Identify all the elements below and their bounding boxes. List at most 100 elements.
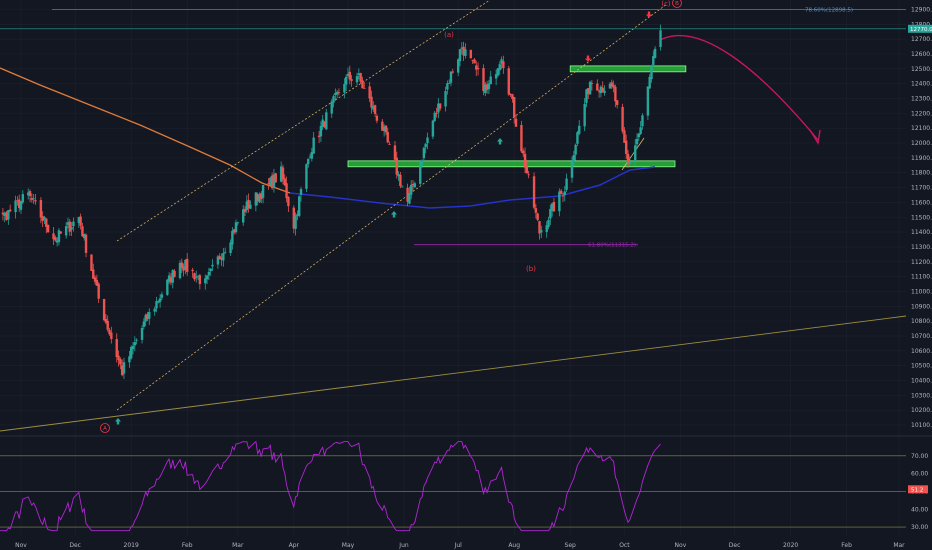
candle-body: [269, 177, 272, 186]
price-tick-label: 11300.0: [911, 244, 932, 251]
candle-body: [386, 131, 389, 143]
candle-body: [57, 230, 61, 243]
candle-body: [14, 200, 17, 213]
candle-body: [279, 166, 283, 182]
candle-body: [32, 198, 35, 200]
last-price-tag-label: 12770.0: [910, 27, 932, 33]
candle-body: [397, 173, 400, 177]
candle-body: [296, 214, 299, 216]
candle-body: [307, 158, 310, 165]
candle-body: [507, 68, 510, 95]
candle-body: [54, 237, 57, 241]
candle-body: [45, 218, 48, 227]
buy-signal-arrow-icon: [115, 418, 121, 425]
candle-body: [550, 203, 554, 211]
grid: [0, 0, 906, 536]
candle-body: [270, 175, 274, 189]
sell-signal-arrow-icon: [585, 55, 591, 62]
candle-body: [77, 217, 81, 224]
fib-upper-label: 78.60%(12898.5): [805, 8, 853, 14]
candle-body: [641, 115, 644, 127]
candle-body: [357, 73, 361, 75]
price-tick-label: 10800.0: [911, 318, 932, 325]
price-tick-label: 10100.0: [911, 422, 932, 429]
candle-body: [536, 213, 539, 220]
candle-body: [92, 269, 95, 279]
candle-body: [625, 140, 628, 154]
candle-body: [95, 280, 99, 286]
candle-body: [476, 67, 480, 70]
time-axis[interactable]: Nov Dec 2019 Feb Mar Apr May Jun Jul Aug Sep Oct Nov…: [15, 542, 905, 549]
candle-body: [267, 183, 270, 184]
time-tick-label: 2020: [783, 542, 798, 549]
candle-body: [648, 76, 651, 89]
price-tick-label: 12700.0: [911, 36, 932, 43]
candle-body: [464, 49, 467, 56]
candle-body: [249, 204, 252, 209]
candle-body: [587, 88, 590, 95]
candle-body: [232, 229, 236, 233]
candle-body: [634, 145, 637, 162]
rsi-line: [0, 440, 661, 532]
candle-body: [34, 200, 37, 202]
time-tick-label: Feb: [841, 542, 852, 549]
candle-body: [115, 339, 118, 358]
candle-body: [191, 269, 194, 272]
candle-body: [8, 209, 12, 212]
candle-body: [456, 59, 460, 73]
candle-body: [272, 174, 276, 188]
candle-body: [196, 276, 200, 278]
candle-body: [245, 201, 249, 211]
price-axis[interactable]: 10100.0 10200.0 10300.0 10400.0 10500.0 10600…: [908, 7, 932, 532]
candle-body: [532, 176, 536, 208]
candle-body: [178, 263, 182, 279]
candle-body: [411, 183, 415, 186]
candle-body: [260, 193, 263, 199]
candle-body: [28, 191, 32, 197]
candle-body: [218, 256, 221, 260]
candle-body: [372, 106, 375, 110]
candle-body: [30, 198, 34, 200]
candle-body: [549, 208, 552, 219]
time-tick-label: Dec: [729, 542, 741, 549]
buy-signal-arrow-icon: [391, 211, 397, 218]
candle-body: [157, 301, 160, 303]
candle-body: [207, 271, 211, 276]
sell-signal-arrow-icon: [646, 11, 652, 18]
candle-body: [373, 105, 377, 114]
candle-body: [55, 240, 59, 243]
price-tick-label: 12100.0: [911, 125, 932, 132]
candle-body: [462, 46, 465, 56]
time-tick-label: Aug: [508, 542, 520, 549]
time-tick-label: Jul: [454, 542, 463, 549]
candle-body: [97, 283, 100, 299]
price-tick-label: 10900.0: [911, 303, 932, 310]
candle-body: [615, 100, 619, 105]
fib-lower-label: 61.80%(11315.2): [588, 243, 636, 249]
candle-body: [426, 137, 429, 144]
blue-moving-average: [289, 166, 656, 209]
candle-body: [614, 86, 617, 102]
candle-body: [66, 222, 70, 225]
candle-body: [623, 130, 626, 143]
candle-body: [446, 83, 449, 90]
candle-body: [438, 103, 442, 109]
candle-body: [193, 273, 196, 280]
time-tick-label: 2019: [124, 542, 139, 549]
candle-body: [547, 219, 550, 227]
candle-body: [424, 143, 427, 148]
candle-body: [565, 178, 568, 190]
time-tick-label: Mar: [893, 542, 905, 549]
wave-c-label: (c): [661, 0, 671, 8]
price-tick-label: 11200.0: [911, 259, 932, 266]
price-tick-label: 12400.0: [911, 81, 932, 88]
candle-body: [475, 65, 478, 70]
candle-body: [130, 346, 133, 359]
candle-body: [104, 318, 108, 323]
candle-body: [171, 269, 174, 283]
candle-body: [608, 83, 612, 89]
candle-body: [135, 339, 138, 341]
candle-body: [119, 359, 122, 365]
price-tick-label: 10500.0: [911, 363, 932, 370]
